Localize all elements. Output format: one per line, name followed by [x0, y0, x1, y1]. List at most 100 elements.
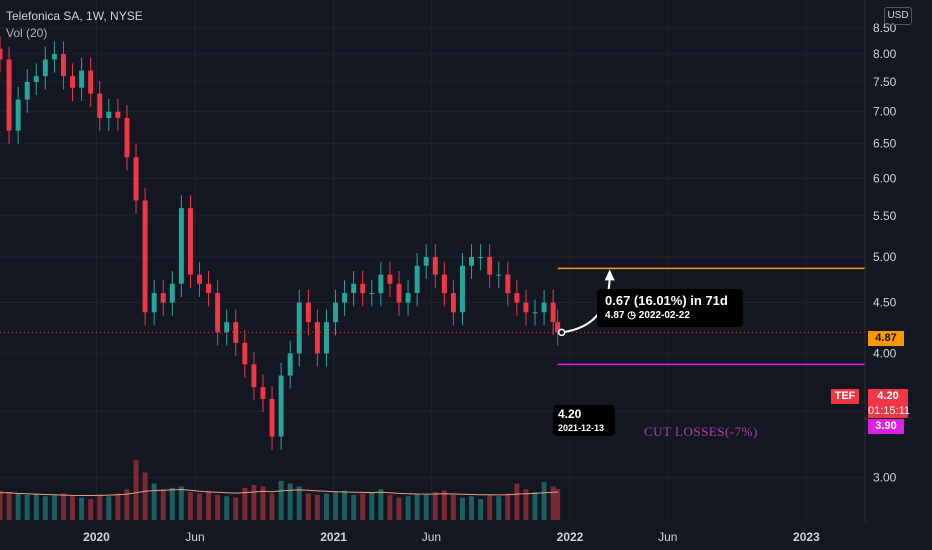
- measure-end-price: 4.87: [605, 310, 625, 321]
- measure-arrowhead: [604, 269, 615, 281]
- price-tick-label: 6.50: [873, 137, 897, 151]
- volume-bar: [296, 486, 302, 520]
- volume-bar: [6, 492, 12, 520]
- volume-bar: [423, 494, 429, 520]
- measure-change-text: 0.67 (16.01%) in 71d: [605, 293, 728, 308]
- time-tick-label: 2021: [320, 530, 347, 544]
- price-tick-label: 7.00: [873, 105, 897, 119]
- volume-bar: [106, 496, 112, 520]
- volume-indicator-label[interactable]: Vol (20): [6, 26, 48, 40]
- price-tick-label: 8.00: [873, 47, 897, 61]
- volume-bar: [70, 496, 76, 520]
- volume-bar: [314, 494, 320, 520]
- volume-bar: [251, 485, 257, 520]
- price-tick-label: 4.50: [873, 296, 897, 310]
- candle-body: [323, 322, 329, 354]
- candle-body: [151, 293, 157, 313]
- candle-body: [15, 99, 21, 131]
- price-tick-label: 6.00: [873, 171, 897, 185]
- volume-bar: [432, 492, 438, 520]
- candle-body: [88, 70, 94, 94]
- candle-body: [79, 70, 85, 88]
- volume-bar: [178, 486, 184, 520]
- volume-bar: [169, 487, 175, 520]
- volume-bar: [441, 490, 447, 520]
- candle-body: [555, 322, 561, 333]
- measure-start-tooltip[interactable]: 4.20 2021-12-13: [553, 405, 615, 436]
- volume-bar: [360, 493, 366, 520]
- candle-body: [378, 274, 384, 294]
- candle-body: [169, 283, 175, 303]
- candle-body: [469, 257, 475, 266]
- candle-body: [532, 312, 538, 314]
- volume-bar: [233, 497, 239, 520]
- bar-countdown-tag: 01:15:11: [868, 404, 911, 418]
- candle-body: [197, 274, 202, 284]
- price-tick-label: 5.50: [873, 209, 897, 223]
- candle-body: [541, 302, 547, 313]
- measure-end-date: 2022-02-22: [638, 310, 690, 321]
- candle-body: [142, 200, 148, 313]
- candle-body: [450, 293, 456, 313]
- target-price-tag: 4.87: [868, 331, 904, 346]
- volume-bar: [33, 493, 39, 520]
- measure-tooltip[interactable]: 0.67 (16.01%) in 71d 4.87 ◷ 2022-02-22: [597, 289, 743, 327]
- volume-bar: [351, 494, 357, 520]
- candle-body: [514, 293, 520, 303]
- volume-bar: [24, 494, 30, 520]
- candle-body: [251, 364, 257, 388]
- candle-body: [296, 302, 302, 354]
- volume-bar: [115, 493, 121, 520]
- volume-bar: [51, 494, 57, 520]
- volume-moving-average-line: [0, 488, 558, 496]
- volume-bar: [550, 486, 556, 520]
- volume-bar: [523, 489, 529, 520]
- volume-bar: [287, 483, 293, 520]
- candle-body: [405, 293, 411, 303]
- candle-body: [314, 322, 320, 354]
- symbol-title[interactable]: Telefonica SA, 1W, NYSE: [6, 9, 143, 23]
- candle-body: [206, 283, 212, 294]
- grid-layer: [0, 0, 865, 522]
- volume-bar: [555, 489, 561, 520]
- candle-body: [396, 283, 402, 303]
- volume-bar: [387, 494, 393, 520]
- candle-body: [459, 265, 465, 313]
- candle-body: [550, 302, 556, 323]
- volume-bar: [369, 492, 375, 520]
- measure-end-info: 4.87 ◷ 2022-02-22: [605, 310, 690, 321]
- volume-bar: [405, 496, 411, 520]
- volume-bar: [459, 497, 465, 520]
- volume-bar: [215, 494, 221, 520]
- volume-bar: [88, 499, 94, 520]
- volume-bar: [0, 490, 3, 520]
- cut-losses-label[interactable]: CUT LOSSES(-7%): [644, 424, 758, 439]
- volume-bar: [79, 497, 85, 520]
- volume-bar: [414, 493, 420, 520]
- candle-body: [260, 387, 266, 399]
- symbol-tag: TEF: [831, 389, 859, 404]
- volume-bar: [496, 496, 502, 520]
- candlestick-series: [0, 35, 561, 450]
- candle-body: [505, 274, 511, 294]
- candle-body: [360, 283, 366, 294]
- candle-body: [423, 257, 429, 266]
- candle-body: [269, 398, 275, 437]
- measure-start-dot: [557, 328, 566, 337]
- candle-body: [0, 48, 3, 60]
- volume-bar: [469, 496, 475, 520]
- candle-body: [233, 322, 239, 343]
- candle-body: [187, 208, 193, 275]
- volume-bar: [305, 493, 311, 520]
- candle-body: [6, 59, 12, 131]
- time-axis[interactable]: 2020 Jun 2021 Jun 2022 Jun 2023: [83, 530, 820, 544]
- volume-bar: [42, 496, 48, 520]
- currency-button[interactable]: USD: [884, 7, 912, 25]
- candle-body: [287, 353, 293, 376]
- candle-body: [342, 293, 348, 303]
- volume-bar: [124, 489, 130, 520]
- measure-start-date: 2021-12-13: [558, 423, 605, 433]
- volume-bar: [378, 489, 384, 520]
- stop-price-tag: 3.90: [868, 419, 904, 434]
